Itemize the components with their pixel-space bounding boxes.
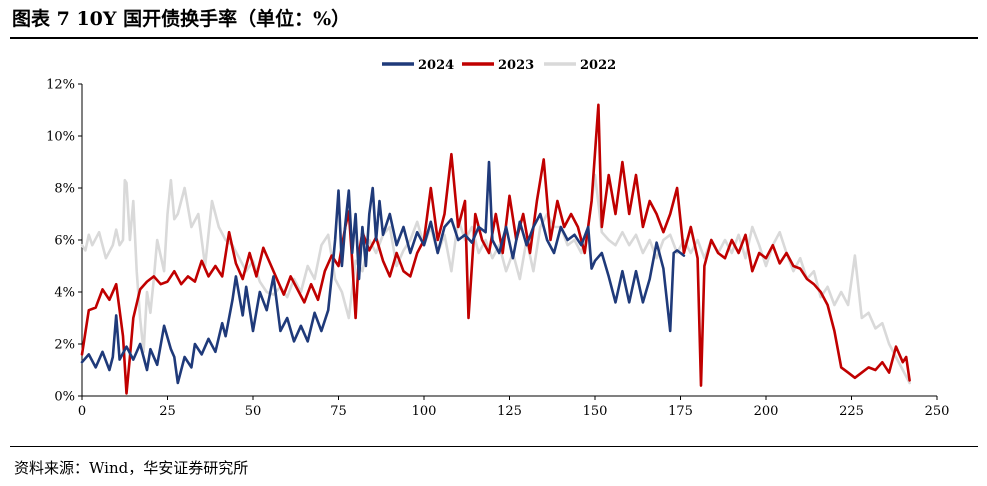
y-tick-label: 6% <box>54 234 75 249</box>
x-tick-label: 225 <box>839 404 864 419</box>
chart-axes: 0% 2% 4% 6% 8% 10% 12% 0 25 50 75 100 125 150 175 200 22… <box>46 78 949 420</box>
x-tick-label: 100 <box>412 404 437 419</box>
y-tick-label: 4% <box>54 286 75 301</box>
x-tick-label: 25 <box>159 404 176 419</box>
x-tick-label: 125 <box>497 404 522 419</box>
y-tick-label: 0% <box>54 390 75 405</box>
source-note: 资料来源：Wind，华安证券研究所 <box>14 459 249 477</box>
x-tick-label: 75 <box>330 404 347 419</box>
x-tick-label: 250 <box>925 404 950 419</box>
source-divider <box>10 446 978 447</box>
chart-series <box>80 103 911 395</box>
legend-item-2022: 2022 <box>544 58 616 73</box>
series-line-2024 <box>80 160 686 385</box>
legend-item-2024: 2024 <box>382 58 454 73</box>
x-tick-label: 0 <box>78 404 86 419</box>
x-tick-label: 200 <box>754 404 779 419</box>
series-line-2023 <box>80 103 911 395</box>
y-tick-label: 10% <box>46 130 75 145</box>
chart-legend: 2024 2023 2022 <box>382 58 616 73</box>
y-tick-label: 2% <box>54 338 75 353</box>
x-tick-label: 50 <box>245 404 262 419</box>
legend-label: 2023 <box>498 58 534 73</box>
legend-item-2023: 2023 <box>462 58 534 73</box>
x-tick-label: 175 <box>668 404 693 419</box>
x-tick-label: 150 <box>583 404 608 419</box>
series-line-2022 <box>80 173 911 385</box>
legend-label: 2022 <box>580 58 616 73</box>
legend-label: 2024 <box>418 58 454 73</box>
line-chart: 2024 2023 2022 0% 2% 4% 6% 8% 10% 12% 0 25 50 75 100 1… <box>46 58 949 420</box>
title-divider <box>10 37 978 39</box>
y-tick-label: 8% <box>54 182 75 197</box>
chart-title: 图表 7 10Y 国开债换手率（单位：%） <box>12 8 351 30</box>
y-tick-label: 12% <box>46 78 75 93</box>
